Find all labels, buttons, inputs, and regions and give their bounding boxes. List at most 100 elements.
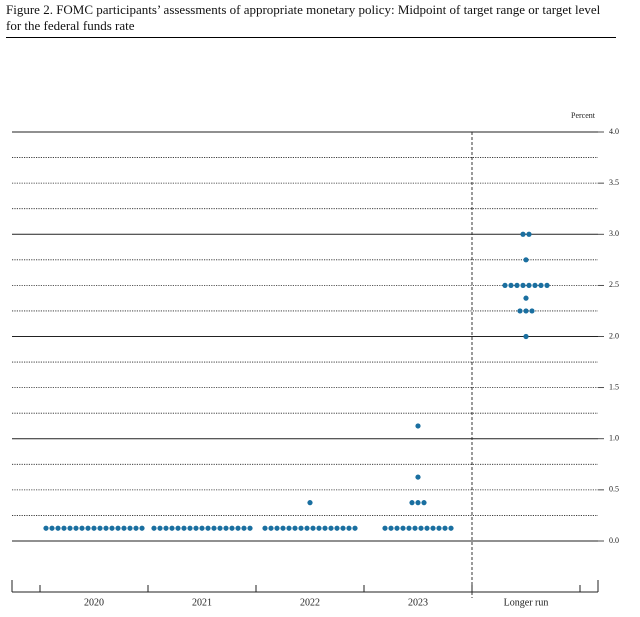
dot (181, 525, 187, 531)
dot (448, 525, 454, 531)
dot (205, 525, 211, 531)
dot (292, 525, 298, 531)
dot (409, 500, 415, 506)
dot (241, 525, 247, 531)
dot (430, 525, 436, 531)
dot (187, 525, 193, 531)
y-tick-label: 3.0 (609, 229, 619, 238)
y-tick-label: 2.5 (609, 280, 619, 289)
dot (316, 525, 322, 531)
x-tick-label: 2022 (300, 597, 320, 608)
dot (340, 525, 346, 531)
y-tick-label: 0.5 (609, 485, 619, 494)
dot (526, 231, 532, 237)
dot (523, 333, 529, 340)
x-tick-label: 2021 (192, 597, 212, 608)
dot (514, 282, 520, 288)
dot (328, 525, 334, 531)
dot (298, 525, 304, 531)
dot (109, 525, 115, 531)
dot (400, 525, 406, 531)
dot (523, 257, 529, 263)
dot (502, 282, 508, 288)
y-tick-label: 1.0 (609, 434, 619, 443)
dot (517, 308, 523, 314)
dot (193, 525, 199, 531)
x-tick-label: 2023 (408, 597, 428, 608)
dot (139, 525, 145, 531)
dot (424, 525, 430, 531)
dot (85, 525, 91, 531)
dot (286, 525, 292, 531)
dot (388, 525, 394, 531)
dot (508, 282, 514, 288)
dot (421, 500, 427, 506)
dot (532, 282, 538, 288)
y-tick-label: 1.5 (609, 382, 619, 391)
x-tick-label: Longer run (504, 597, 549, 608)
dot (247, 525, 253, 531)
dot (415, 423, 421, 429)
dot (235, 525, 241, 531)
dot (310, 525, 316, 531)
dot (322, 525, 328, 531)
dot (442, 525, 448, 531)
dot (55, 525, 61, 531)
dot (346, 525, 352, 531)
dot (169, 525, 175, 531)
x-tick-label: 2020 (84, 597, 104, 608)
dot (334, 525, 340, 531)
dot (526, 282, 532, 288)
dot (121, 525, 127, 531)
chart-title: Figure 2. FOMC participants’ assessments… (6, 2, 616, 38)
y-tick-label: 2.0 (609, 331, 619, 340)
dot (382, 525, 388, 531)
dot (436, 525, 442, 531)
dot (307, 500, 313, 506)
dot (91, 525, 97, 531)
dot (418, 525, 424, 531)
dot (394, 525, 400, 531)
dot (73, 525, 79, 531)
y-tick-label: 3.5 (609, 178, 619, 187)
dot (415, 500, 421, 506)
dot (544, 282, 550, 288)
dot (520, 282, 526, 288)
y-tick-label: 4.0 (609, 127, 619, 136)
dot (268, 525, 274, 531)
dot (127, 525, 133, 531)
dot (520, 231, 526, 237)
dot (229, 525, 235, 531)
dot (217, 525, 223, 531)
dot (49, 525, 55, 531)
dot (538, 282, 544, 288)
dot (115, 525, 121, 531)
y-tick-label: 0.0 (609, 536, 619, 545)
dot (79, 525, 85, 531)
dot (262, 525, 268, 531)
y-axis-label: Percent (571, 111, 596, 120)
dot (415, 474, 421, 480)
dot (523, 295, 529, 301)
dot (280, 525, 286, 531)
dot (211, 525, 217, 531)
dot (523, 308, 529, 314)
dot (43, 525, 49, 531)
dot (157, 525, 163, 531)
dot (352, 525, 358, 531)
dot (133, 525, 139, 531)
dot (67, 525, 73, 531)
dot (406, 525, 412, 531)
dot (163, 525, 169, 531)
dot (223, 525, 229, 531)
dot (97, 525, 103, 531)
dot (151, 525, 157, 531)
dot (274, 525, 280, 531)
dot (304, 525, 310, 531)
dot (103, 525, 109, 531)
dot (199, 525, 205, 531)
dot (61, 525, 67, 531)
dot (175, 525, 181, 531)
